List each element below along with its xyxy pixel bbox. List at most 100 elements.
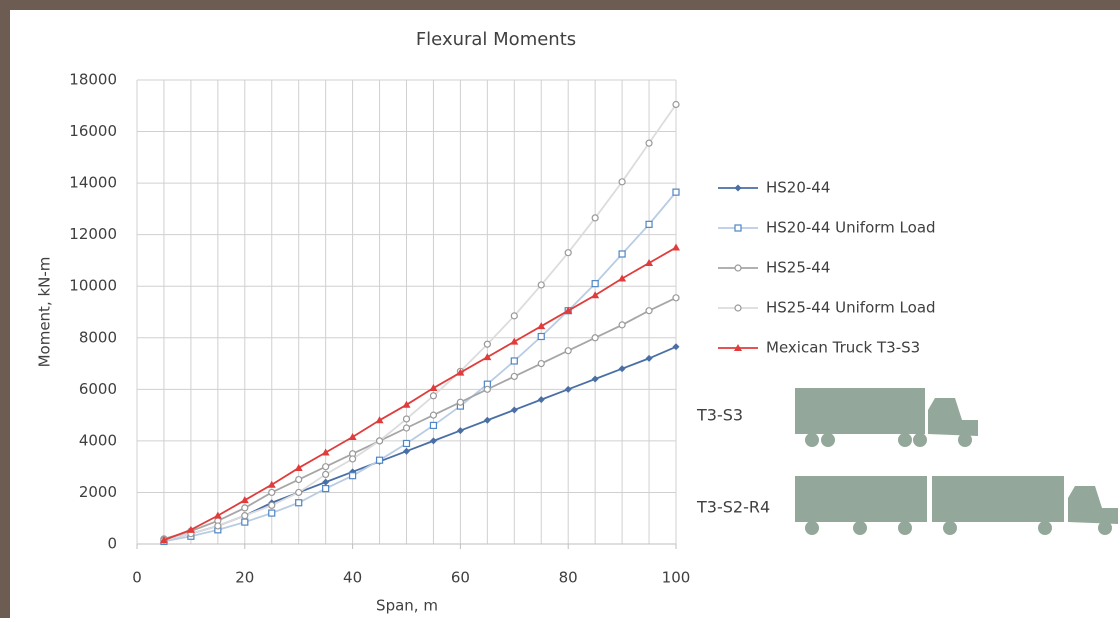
marker — [734, 184, 742, 192]
y-tick-label: 14000 — [69, 174, 117, 192]
marker — [537, 396, 545, 404]
marker — [429, 437, 437, 445]
y-tick-label: 2000 — [79, 483, 117, 501]
marker — [402, 439, 411, 448]
marker — [159, 536, 168, 544]
y-tick-label: 12000 — [69, 225, 117, 243]
marker — [564, 347, 572, 355]
series-line — [163, 297, 677, 540]
marker — [214, 522, 222, 530]
marker — [375, 416, 384, 424]
wheel — [805, 521, 819, 535]
legend-label: HS20-44 — [766, 179, 830, 197]
marker — [537, 281, 545, 289]
legend-label: Mexican Truck T3-S3 — [766, 339, 920, 357]
marker — [268, 509, 276, 517]
legend-label: HS25-44 Uniform Load — [766, 299, 936, 317]
marker — [429, 421, 438, 430]
wheel — [898, 433, 912, 447]
marker — [591, 375, 599, 383]
chart-title: Flexural Moments — [416, 29, 576, 50]
marker — [402, 424, 411, 432]
y-tick-label: 0 — [107, 535, 117, 553]
marker — [483, 385, 491, 393]
marker — [591, 291, 600, 299]
wheel — [913, 433, 927, 447]
marker — [591, 280, 599, 288]
marker — [348, 433, 357, 441]
x-tick-label: 100 — [662, 569, 691, 587]
marker — [349, 472, 357, 480]
cab — [1068, 486, 1118, 524]
marker — [402, 415, 411, 423]
truck-label: T3-S2-R4 — [696, 498, 770, 517]
marker — [267, 480, 276, 488]
y-tick-label: 8000 — [79, 328, 117, 346]
marker — [429, 392, 438, 400]
marker — [294, 463, 303, 471]
wheel — [898, 521, 912, 535]
marker — [591, 214, 599, 222]
legend-item: HS20-44 — [718, 179, 830, 197]
marker — [322, 470, 330, 478]
marker — [403, 447, 410, 455]
truck-label: T3-S3 — [696, 406, 743, 425]
marker — [564, 249, 572, 257]
trailer — [932, 476, 1064, 522]
marker — [645, 259, 654, 267]
marker — [672, 243, 680, 251]
y-tick-label: 6000 — [79, 380, 117, 398]
x-tick-label: 60 — [451, 569, 470, 587]
x-tick-label: 0 — [132, 569, 142, 587]
marker — [510, 357, 518, 365]
marker — [402, 400, 411, 408]
x-tick-label: 80 — [559, 569, 578, 587]
marker — [672, 343, 680, 351]
x-axis-title: Span, m — [376, 597, 438, 615]
marker — [537, 332, 545, 341]
marker — [537, 359, 545, 368]
marker — [322, 463, 330, 471]
marker — [618, 321, 626, 329]
wheel — [943, 521, 957, 535]
wheel — [805, 433, 819, 447]
marker — [375, 456, 384, 464]
marker — [734, 304, 742, 312]
wheel — [853, 521, 867, 535]
trailer — [795, 388, 925, 434]
marker — [483, 416, 491, 424]
series-line — [163, 191, 677, 543]
wheel — [821, 433, 835, 447]
marker — [672, 188, 680, 196]
series-line — [163, 246, 677, 541]
legend-item: HS25-44 — [718, 259, 830, 277]
marker — [295, 475, 303, 484]
series — [159, 243, 680, 544]
y-axis-title: Moment, kN-m — [36, 257, 54, 368]
marker — [456, 368, 465, 376]
marker — [672, 294, 680, 302]
marker — [510, 312, 518, 320]
legend-item: Mexican Truck T3-S3 — [718, 339, 920, 357]
marker — [537, 322, 546, 330]
marker — [645, 354, 653, 362]
marker — [672, 100, 680, 109]
marker — [429, 384, 438, 392]
marker — [618, 365, 626, 373]
marker — [734, 264, 742, 272]
legend-label: HS20-44 Uniform Load — [766, 219, 936, 237]
marker — [186, 525, 195, 533]
legend-label: HS25-44 — [766, 259, 830, 277]
marker — [241, 518, 249, 526]
marker — [618, 250, 626, 258]
marker — [564, 306, 573, 314]
y-tick-label: 4000 — [79, 431, 117, 449]
marker — [213, 511, 222, 519]
marker — [734, 224, 742, 232]
marker — [645, 220, 653, 228]
y-tick-label: 18000 — [69, 71, 117, 89]
x-tick-label: 40 — [343, 569, 362, 587]
marker — [241, 512, 249, 520]
y-tick-label: 16000 — [69, 122, 117, 140]
